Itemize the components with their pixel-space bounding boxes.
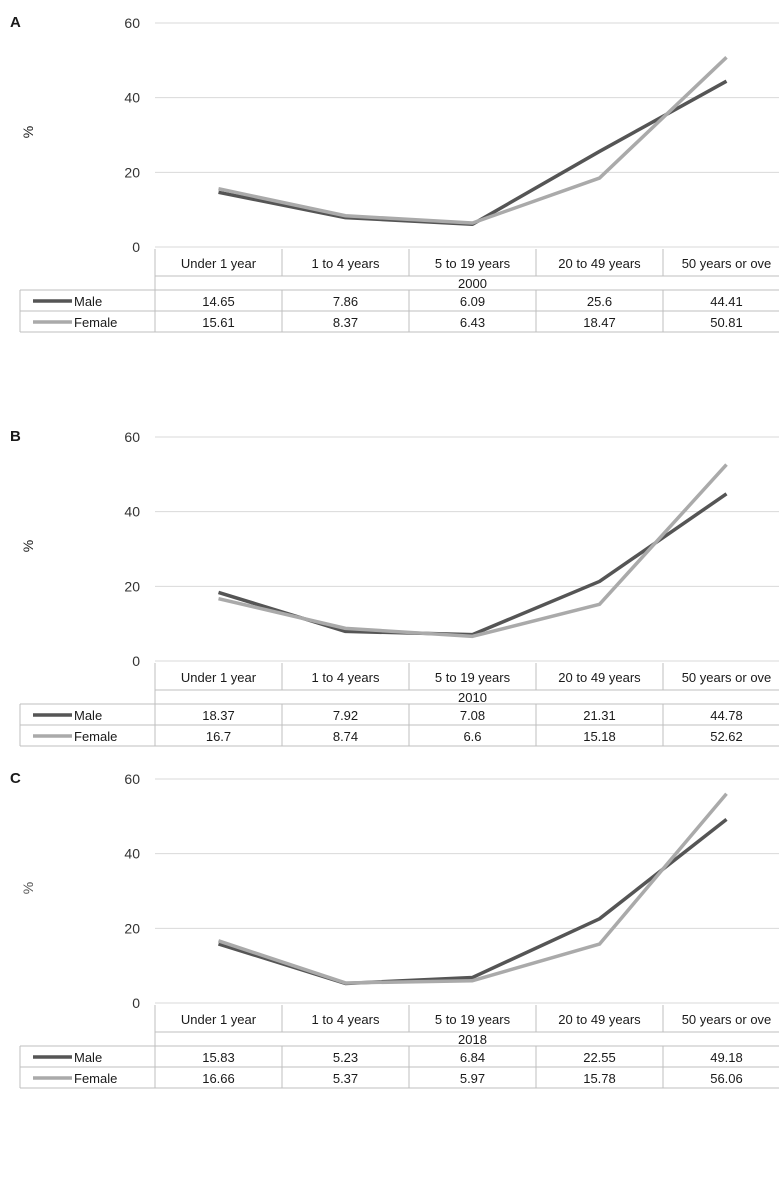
legend-label: Male	[74, 708, 102, 723]
data-value: 6.84	[460, 1050, 485, 1065]
data-value: 7.92	[333, 708, 358, 723]
legend-label: Male	[74, 1050, 102, 1065]
panel-c: C% 0 20 40 60 Under 1 year 1 to 4 years 5 to 19…	[0, 756, 779, 1096]
legend-label: Female	[74, 1071, 117, 1086]
data-value: 8.37	[333, 315, 358, 330]
x-category-label: 5 to 19 years	[435, 670, 511, 685]
panel-letter: C	[10, 770, 21, 787]
data-value: 44.78	[710, 708, 743, 723]
x-category-label: 50 years or ove	[682, 670, 772, 685]
data-value: 44.41	[710, 294, 743, 309]
panel-b: B% 0 20 40 60 Under 1 year 1 to 4 years 5 to 19…	[0, 414, 779, 754]
x-category-label: 50 years or ove	[682, 1012, 772, 1027]
data-value: 7.08	[460, 708, 485, 723]
x-category-label: Under 1 year	[181, 256, 257, 271]
y-tick-label: 60	[124, 771, 140, 787]
series-line-male	[217, 818, 728, 986]
series-line-male	[217, 492, 728, 637]
data-value: 16.66	[202, 1071, 235, 1086]
legend-label: Female	[74, 729, 117, 744]
series-line-male	[218, 79, 728, 227]
y-tick-label: 0	[132, 995, 140, 1011]
data-value: 5.97	[460, 1071, 485, 1086]
y-tick-label: 40	[124, 504, 140, 520]
data-value: 16.7	[206, 729, 231, 744]
y-tick-label: 20	[124, 164, 140, 180]
y-tick-label: 60	[124, 15, 140, 31]
panel-letter: B	[10, 428, 21, 445]
data-value: 15.78	[583, 1071, 616, 1086]
panel-letter: A	[10, 14, 21, 31]
series-line-female	[218, 463, 728, 639]
x-category-label: 1 to 4 years	[312, 256, 380, 271]
x-category-label: 5 to 19 years	[435, 256, 511, 271]
y-tick-label: 40	[124, 90, 140, 106]
data-value: 22.55	[583, 1050, 616, 1065]
data-value: 56.06	[710, 1071, 743, 1086]
y-tick-label: 60	[124, 429, 140, 445]
y-tick-label: 40	[124, 846, 140, 862]
data-value: 21.31	[583, 708, 616, 723]
data-value: 5.37	[333, 1071, 358, 1086]
legend-label: Female	[74, 315, 117, 330]
data-value: 6.09	[460, 294, 485, 309]
panel-a: A% 0 20 40 60 Under 1 year 1 to 4 years 5 to 19…	[0, 0, 779, 340]
line-chart: 0 20 40 60 Under 1 year 1 to 4 years 5 to 19 y…	[19, 771, 779, 1089]
y-tick-label: 0	[132, 653, 140, 669]
x-axis-year-label: 2000	[458, 276, 487, 291]
data-value: 8.74	[333, 729, 358, 744]
series-line-female	[218, 56, 728, 225]
data-value: 18.47	[583, 315, 616, 330]
data-value: 49.18	[710, 1050, 743, 1065]
data-value: 52.62	[710, 729, 743, 744]
x-category-label: 20 to 49 years	[558, 1012, 641, 1027]
data-value: 14.65	[202, 294, 235, 309]
x-axis-year-label: 2010	[458, 690, 487, 705]
x-category-label: 5 to 19 years	[435, 1012, 511, 1027]
data-value: 5.23	[333, 1050, 358, 1065]
legend-label: Male	[74, 294, 102, 309]
data-value: 50.81	[710, 315, 743, 330]
line-chart: 0 20 40 60 Under 1 year 1 to 4 years 5 to 19 y…	[19, 15, 779, 333]
data-value: 18.37	[202, 708, 235, 723]
data-value: 6.6	[463, 729, 481, 744]
data-value: 15.83	[202, 1050, 235, 1065]
x-category-label: 50 years or ove	[682, 256, 772, 271]
x-category-label: Under 1 year	[181, 670, 257, 685]
data-value: 6.43	[460, 315, 485, 330]
x-category-label: Under 1 year	[181, 1012, 257, 1027]
x-category-label: 1 to 4 years	[312, 670, 380, 685]
x-category-label: 1 to 4 years	[312, 1012, 380, 1027]
line-chart: 0 20 40 60 Under 1 year 1 to 4 years 5 to 19 y…	[19, 429, 779, 747]
y-tick-label: 0	[132, 239, 140, 255]
x-category-label: 20 to 49 years	[558, 670, 641, 685]
y-tick-label: 20	[124, 920, 140, 936]
data-value: 15.61	[202, 315, 235, 330]
data-value: 25.6	[587, 294, 612, 309]
y-tick-label: 20	[124, 578, 140, 594]
series-line-female	[217, 792, 728, 985]
data-value: 7.86	[333, 294, 358, 309]
x-axis-year-label: 2018	[458, 1032, 487, 1047]
data-value: 15.18	[583, 729, 616, 744]
x-category-label: 20 to 49 years	[558, 256, 641, 271]
